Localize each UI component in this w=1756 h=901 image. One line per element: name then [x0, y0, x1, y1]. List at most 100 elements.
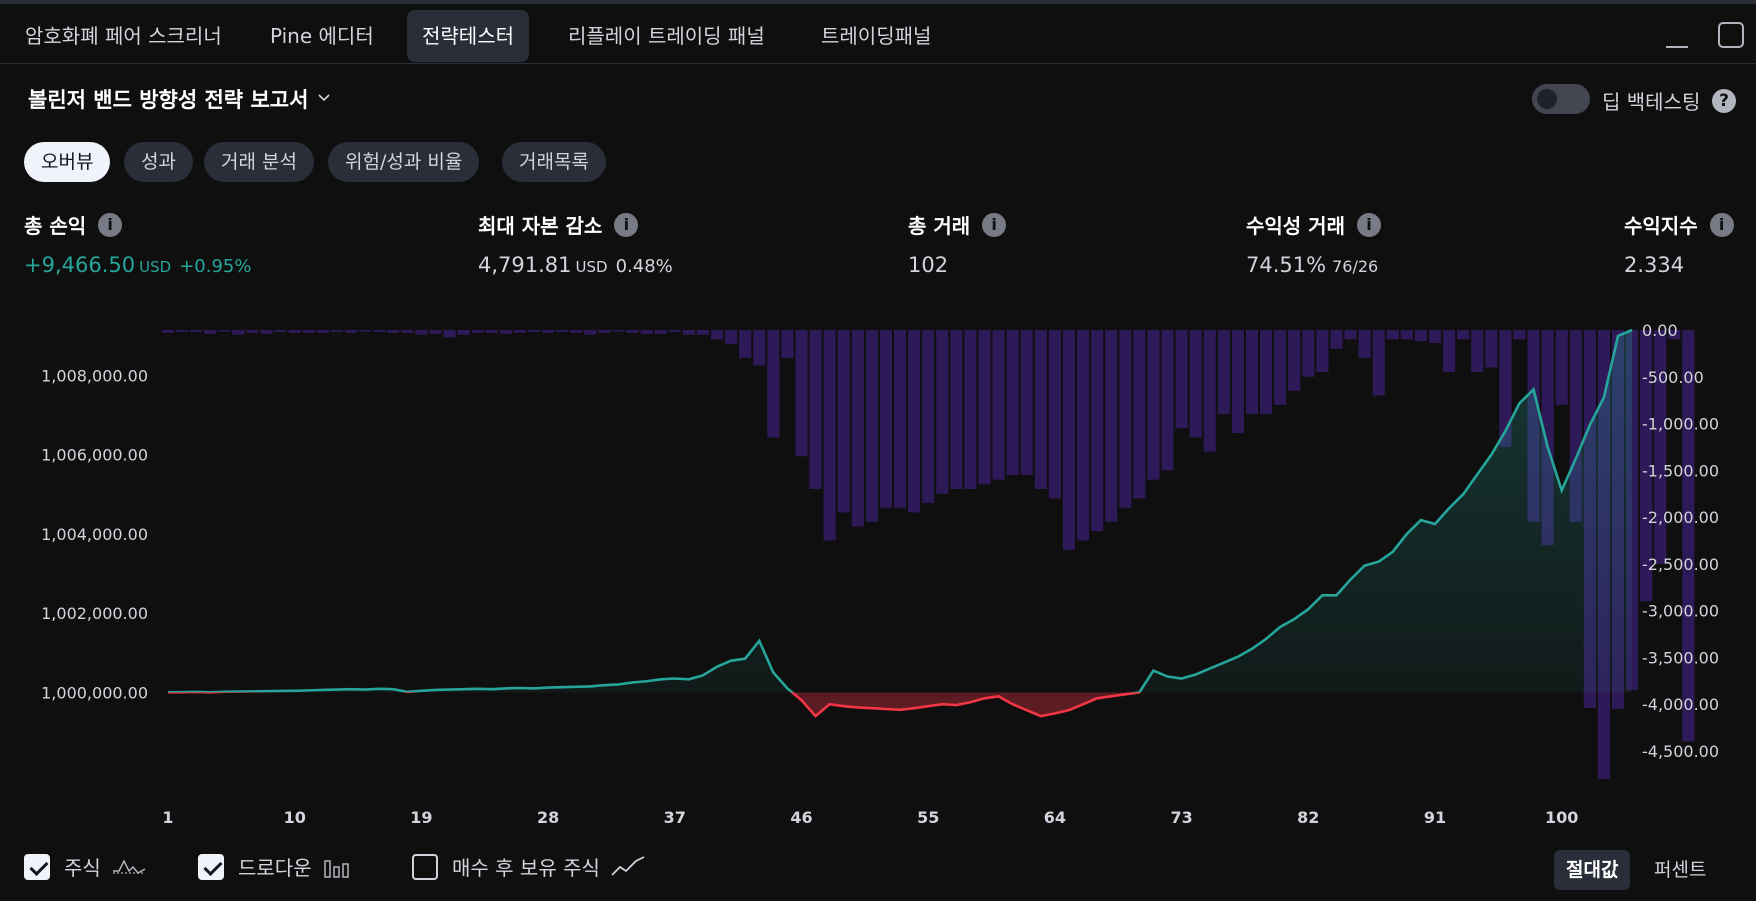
drawdown-bar — [950, 330, 963, 490]
drawdown-bar — [316, 330, 329, 333]
subtab-overview[interactable]: 오버뷰 — [24, 142, 111, 182]
drawdown-bar — [1414, 330, 1427, 342]
drawdown-bar — [809, 330, 822, 490]
info-icon[interactable]: i — [98, 212, 123, 237]
info-icon[interactable]: i — [1709, 212, 1734, 237]
drawdown-bar — [1302, 330, 1315, 377]
drawdown-bar — [1189, 330, 1202, 438]
metric-label: 수익성 거래 — [1246, 214, 1345, 238]
left-axis-tick-label: 1,000,000.00 — [41, 683, 148, 702]
drawdown-bar — [232, 330, 245, 335]
drawdown-bar — [485, 330, 498, 333]
legend-buy-hold[interactable]: 매수 후 보유 주식 — [412, 852, 646, 881]
absolute-mode-button[interactable]: 절대값 — [1554, 850, 1631, 890]
drawdown-bar — [1048, 330, 1061, 499]
legend-label: 주식 — [64, 856, 101, 880]
report-title[interactable]: 볼린저 밴드 방향성 전략 보고서 — [28, 88, 309, 112]
drawdown-bar — [190, 330, 203, 332]
drawdown-bar — [725, 330, 738, 345]
info-icon[interactable]: i — [614, 212, 639, 237]
drawdown-bar — [767, 330, 780, 438]
drawdown-bar — [218, 330, 231, 332]
drawdown-checkbox[interactable] — [198, 853, 224, 880]
x-axis-tick-label: 64 — [1044, 808, 1066, 827]
subtab-performance[interactable]: 성과 — [124, 142, 193, 182]
drawdown-bar — [1091, 330, 1104, 532]
buy-hold-checkbox[interactable] — [412, 853, 438, 880]
drawdown-bar — [415, 330, 428, 335]
metric-value: 4,791.81 — [478, 253, 572, 277]
drawdown-bar — [795, 330, 808, 457]
drawdown-bar — [1175, 330, 1188, 429]
drawdown-bar — [823, 330, 836, 541]
chevron-down-icon[interactable] — [318, 92, 330, 104]
deep-backtest-toggle[interactable] — [1532, 84, 1590, 114]
x-axis-tick-label: 91 — [1424, 808, 1446, 827]
legend-drawdown[interactable]: 드로다운 — [198, 852, 352, 881]
drawdown-bar — [1260, 330, 1273, 415]
x-axis-tick-label: 19 — [410, 808, 432, 827]
x-axis-ticks: 1 10 19 28 37 46 55 64 73 82 91 100 — [162, 808, 1578, 827]
tab-replay-trading[interactable]: 리플레이 트레이딩 패널 — [568, 24, 765, 48]
metric-net-profit: 총 손익 i +9,466.50 USD +0.95% — [24, 210, 251, 277]
drawdown-bar — [1513, 330, 1526, 340]
subtab-trade-analysis[interactable]: 거래 분석 — [204, 142, 314, 182]
buy-hold-line-icon — [611, 855, 645, 876]
drawdown-bar — [1020, 330, 1033, 475]
metric-value: 2.334 — [1624, 253, 1685, 277]
metric-value: 74.51% — [1246, 253, 1327, 277]
subtab-risk-ratios[interactable]: 위험/성과 비율 — [328, 142, 480, 182]
drawdown-bar — [443, 330, 456, 338]
drawdown-bar — [570, 330, 583, 333]
drawdown-bar — [1161, 330, 1174, 471]
subtab-trade-list[interactable]: 거래목록 — [502, 142, 606, 182]
metric-total-trades: 총 거래 i 102 — [908, 210, 1007, 277]
info-icon[interactable]: i — [982, 212, 1007, 237]
drawdown-bar — [1119, 330, 1132, 508]
equity-checkbox[interactable] — [24, 853, 50, 880]
metric-max-drawdown: 최대 자본 감소 i 4,791.81 USD 0.48% — [478, 210, 673, 277]
drawdown-bar — [1682, 330, 1695, 742]
drawdown-bar — [1428, 330, 1442, 344]
metric-value: +9,466.50 — [24, 253, 136, 277]
drawdown-bar — [879, 330, 893, 508]
right-axis-tick-label: -3,000.00 — [1642, 602, 1719, 621]
metric-label: 수익지수 — [1624, 214, 1698, 238]
maximize-icon[interactable] — [1718, 22, 1744, 48]
minimize-icon[interactable] — [1662, 20, 1692, 50]
x-axis-tick-label: 73 — [1170, 808, 1192, 827]
drawdown-bar — [401, 330, 414, 333]
bar-chart-icon — [323, 859, 349, 878]
percent-mode-button[interactable]: 퍼센트 — [1654, 859, 1707, 881]
right-axis-tick-label: -1,500.00 — [1642, 461, 1719, 480]
equity-area-negative — [168, 692, 1140, 717]
legend-equity[interactable]: 주식 — [24, 852, 147, 881]
tab-pine-editor[interactable]: Pine 에디터 — [270, 24, 374, 48]
drawdown-bar — [865, 330, 878, 522]
left-axis-ticks: 1,008,000.00 1,006,000.00 1,004,000.00 1,00… — [41, 367, 148, 703]
tab-strategy-tester[interactable]: 전략테스터 — [407, 10, 529, 62]
drawdown-bar — [542, 330, 555, 333]
drawdown-bar — [260, 330, 273, 334]
info-icon[interactable]: i — [1356, 212, 1381, 237]
drawdown-bar — [513, 330, 526, 333]
drawdown-bar — [922, 330, 935, 504]
drawdown-bar — [1555, 330, 1568, 405]
drawdown-bar — [654, 330, 667, 334]
drawdown-bar — [1034, 330, 1047, 490]
help-icon[interactable]: ? — [1712, 89, 1736, 113]
drawdown-bar — [1640, 330, 1653, 602]
tab-trading-panel[interactable]: 트레이딩패널 — [821, 24, 932, 48]
legend-label: 매수 후 보유 주식 — [452, 856, 600, 880]
drawdown-bar — [781, 330, 794, 359]
drawdown-bar — [1288, 330, 1301, 391]
drawdown-bar — [1077, 330, 1090, 541]
drawdown-bar — [626, 330, 639, 333]
x-axis-tick-label: 82 — [1297, 808, 1319, 827]
tab-crypto-screener[interactable]: 암호화폐 페어 스크리너 — [25, 24, 222, 48]
drawdown-bar — [640, 330, 653, 334]
drawdown-bar — [710, 330, 724, 340]
drawdown-bar — [1105, 330, 1118, 522]
left-axis-tick-label: 1,006,000.00 — [41, 446, 148, 465]
drawdown-bar — [1485, 330, 1498, 368]
